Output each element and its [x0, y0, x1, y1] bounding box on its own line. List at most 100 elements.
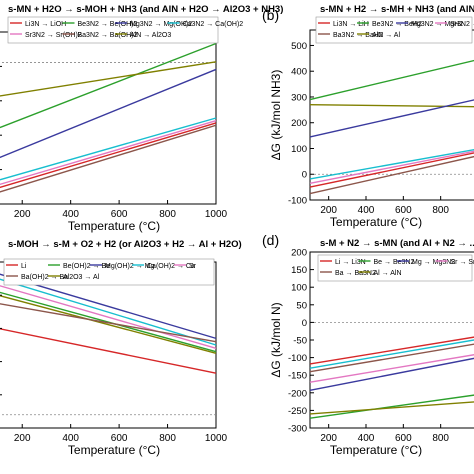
series-line — [0, 303, 217, 343]
legend-label: Al → AlN — [374, 270, 402, 277]
legend-box — [7, 16, 219, 44]
y-tick-label: 0 — [302, 318, 307, 329]
series-line — [309, 150, 474, 184]
x-tick-label: 600 — [111, 209, 128, 220]
y-axis-label: ΔG (kJ/mol NH3) — [269, 70, 283, 161]
series-line — [0, 61, 217, 97]
legend-label: Be → Be3N2 — [374, 259, 415, 266]
series-line — [0, 295, 217, 354]
panel-d: 200 400 600 800 Temperature (°C) -300 -250 -200… — [269, 238, 474, 457]
panel-c: 200 400 600 800 1000 Temperature (°C) s-MOH → … — [0, 239, 242, 457]
legend-label: Li3N → LiOH — [25, 21, 66, 28]
series-line — [0, 124, 217, 193]
series-line — [309, 103, 474, 108]
y-tick-label: -250 — [288, 406, 307, 417]
legend-label: AlN → Al — [372, 32, 400, 39]
series-line — [309, 155, 474, 195]
series-line — [309, 354, 474, 383]
y-tick-label: -100 — [288, 353, 307, 364]
y-tick-label: 300 — [291, 92, 307, 103]
series-line — [0, 120, 217, 186]
x-tick-label: 600 — [395, 205, 412, 216]
legend-label: Sr3N2 → Sr(OH)2 — [25, 32, 82, 39]
x-axis-label: Temperature (°C) — [330, 443, 422, 457]
x-tick-label: 800 — [159, 209, 176, 220]
panel-title: s-M + N2 → s-MN (and Al + N2 → ...) — [320, 238, 474, 249]
series-line — [0, 122, 217, 189]
y-tick-label: -150 — [288, 371, 307, 382]
y-tick-label: 150 — [291, 265, 307, 276]
legend-label: Ba3N2 → Ba(OH)2 — [78, 32, 138, 39]
series-line — [309, 357, 474, 392]
y-tick-label: 200 — [291, 118, 307, 129]
legend-label: Mg → Mg3N2 — [412, 259, 455, 266]
legend-label: AlN → Al2O3 — [130, 32, 171, 39]
legend-label: Sr → Sr3N2 — [451, 259, 474, 266]
panel-a: 200 400 600 800 1000 Temperature (°C) s-MN + H… — [0, 4, 283, 233]
legend-label: Be(OH)2 → Be — [63, 263, 110, 270]
series-line — [0, 291, 217, 353]
x-tick-label: 600 — [111, 433, 128, 444]
series-line — [0, 68, 217, 159]
series-line — [0, 42, 217, 129]
x-tick-label: 200 — [14, 433, 31, 444]
legend-label: Ca(OH)2 → Ca — [147, 263, 195, 270]
series-line — [309, 149, 474, 180]
series-line — [309, 336, 474, 365]
panel-title: s-MOH → s-M + O2 + H2 (or Al2O3 + H2 → A… — [8, 239, 242, 250]
series-line — [0, 328, 217, 374]
legend-box — [315, 16, 473, 44]
legend-label: Li — [21, 263, 27, 270]
series-line — [0, 117, 217, 181]
legend-label: Mg3N2 → MgH2 — [411, 21, 463, 28]
legend-box — [3, 258, 215, 286]
x-tick-label: 800 — [432, 433, 449, 444]
legend-label: Ba → Ba3N2 — [335, 270, 376, 277]
x-tick-label: 400 — [358, 433, 375, 444]
panel-b: 200 400 600 800 Temperature (°C) -100 0 100 200 3… — [269, 4, 474, 229]
panel-label: (d) — [262, 232, 279, 248]
legend-label: Mg3N2 → Mg(OH)2 — [130, 21, 192, 28]
y-tick-label: 400 — [291, 67, 307, 78]
series-line — [309, 152, 474, 188]
x-axis-label: Temperature (°C) — [68, 219, 160, 233]
series-line — [0, 285, 217, 349]
y-tick-label: 200 — [291, 248, 307, 259]
legend-label: Be3N2 → BeH2 — [372, 21, 422, 28]
legend-label: Ba3N2 → BaH2 — [333, 32, 383, 39]
plot-frame — [309, 29, 474, 201]
x-axis-label: Temperature (°C) — [68, 443, 160, 457]
panel-title: s-MN + H2O → s-MOH + NH3 (and AlN + H2O … — [8, 4, 283, 15]
legend-label: Sr — [189, 263, 197, 270]
series-line — [0, 278, 217, 346]
x-tick-label: 400 — [358, 205, 375, 216]
x-tick-label: 1000 — [205, 209, 228, 220]
x-tick-label: 200 — [14, 209, 31, 220]
x-tick-label: 200 — [320, 205, 337, 216]
legend-label: Sr3N2 → SrH2 — [450, 21, 474, 28]
y-tick-label: 50 — [296, 300, 307, 311]
x-tick-label: 800 — [432, 205, 449, 216]
legend-label: Li → Li3N — [335, 259, 366, 266]
y-tick-label: -300 — [288, 424, 307, 435]
y-tick-label: 500 — [291, 41, 307, 52]
x-tick-label: 400 — [62, 433, 79, 444]
panel-label: (b) — [262, 7, 279, 23]
legend-box — [317, 254, 473, 282]
legend-label: Li3N → LiH — [333, 21, 369, 28]
legend-label: Ca3N2 → Ca(OH)2 — [183, 21, 244, 28]
x-axis-label: Temperature (°C) — [330, 215, 422, 229]
series-line — [309, 394, 474, 419]
x-tick-label: 800 — [159, 433, 176, 444]
panel-title: s-MN + H2 → s-MH + NH3 (and AlN + H2 → .… — [320, 4, 474, 15]
y-tick-label: 0 — [302, 170, 307, 181]
series-line — [309, 99, 474, 138]
x-tick-label: 1000 — [205, 433, 228, 444]
y-tick-label: -50 — [293, 336, 307, 347]
x-tick-label: 200 — [320, 433, 337, 444]
y-tick-label: 100 — [291, 283, 307, 294]
y-axis-label: ΔG (kJ/mol N) — [269, 302, 283, 377]
x-tick-label: 600 — [395, 433, 412, 444]
y-tick-label: 100 — [291, 144, 307, 155]
